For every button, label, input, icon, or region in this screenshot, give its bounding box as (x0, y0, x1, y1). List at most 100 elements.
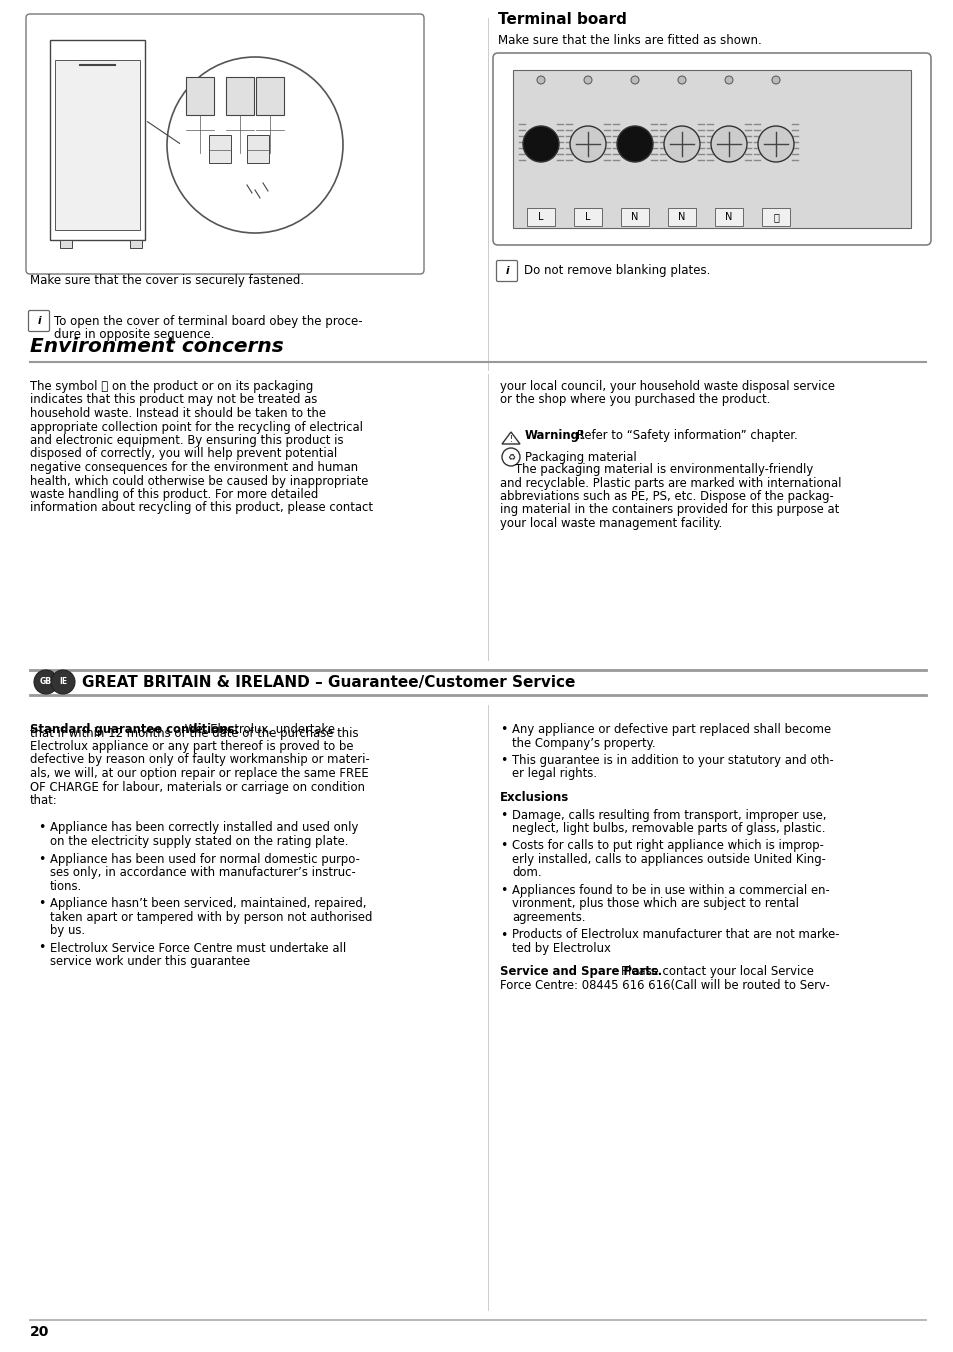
Text: Electrolux Service Force Centre must undertake all: Electrolux Service Force Centre must und… (50, 941, 346, 955)
Text: Appliance has been used for normal domestic purpo-: Appliance has been used for normal domes… (50, 853, 359, 865)
Bar (255, 77, 284, 115)
Text: dure in opposite sequence.: dure in opposite sequence. (54, 329, 214, 341)
Text: Terminal board: Terminal board (497, 12, 626, 27)
Text: and electronic equipment. By ensuring this product is: and electronic equipment. By ensuring th… (30, 434, 343, 448)
Bar (50, 41, 145, 241)
Circle shape (51, 671, 75, 694)
Bar (761, 208, 789, 226)
Text: Standard guarantee conditions:: Standard guarantee conditions: (30, 723, 238, 735)
Text: •: • (38, 941, 46, 955)
Text: household waste. Instead it should be taken to the: household waste. Instead it should be ta… (30, 407, 326, 420)
Text: Appliance hasn’t been serviced, maintained, repaired,: Appliance hasn’t been serviced, maintain… (50, 896, 366, 910)
Text: or the shop where you purchased the product.: or the shop where you purchased the prod… (499, 393, 770, 407)
Circle shape (569, 126, 605, 162)
Text: service work under this guarantee: service work under this guarantee (50, 955, 250, 968)
Circle shape (167, 57, 343, 233)
Text: N: N (631, 212, 638, 222)
FancyBboxPatch shape (493, 53, 930, 245)
Text: The symbol ⓗ on the product or on its packaging: The symbol ⓗ on the product or on its pa… (30, 380, 313, 393)
Text: and recyclable. Plastic parts are marked with international: and recyclable. Plastic parts are marked… (499, 476, 841, 489)
Text: N: N (724, 212, 732, 222)
Text: i: i (505, 266, 508, 276)
Text: ♻: ♻ (506, 453, 515, 461)
Text: To open the cover of terminal board obey the proce-: To open the cover of terminal board obey… (54, 315, 362, 329)
Circle shape (710, 126, 746, 162)
Text: GB: GB (40, 677, 52, 687)
Text: information about recycling of this product, please contact: information about recycling of this prod… (30, 502, 373, 515)
Text: Environment concerns: Environment concerns (30, 337, 283, 356)
Bar (574, 208, 601, 226)
Text: The packaging material is environmentally-friendly: The packaging material is environmentall… (499, 462, 812, 476)
Text: •: • (38, 853, 46, 865)
Bar (209, 135, 231, 164)
Text: that:: that: (30, 794, 58, 807)
Bar (513, 70, 910, 228)
Text: Damage, calls resulting from transport, improper use,: Damage, calls resulting from transport, … (512, 808, 825, 822)
Bar (130, 241, 142, 247)
Text: dom.: dom. (512, 867, 541, 880)
Text: Force Centre: 08445 616 616(Call will be routed to Serv-: Force Centre: 08445 616 616(Call will be… (499, 979, 829, 992)
Text: ⏚: ⏚ (772, 212, 778, 222)
Circle shape (537, 76, 544, 84)
Text: ses only, in accordance with manufacturer’s instruc-: ses only, in accordance with manufacture… (50, 867, 355, 879)
Text: Electrolux appliance or any part thereof is proved to be: Electrolux appliance or any part thereof… (30, 740, 354, 753)
Text: Do not remove blanking plates.: Do not remove blanking plates. (523, 264, 710, 277)
Text: als, we will, at our option repair or replace the same FREE: als, we will, at our option repair or re… (30, 767, 368, 780)
Text: !: ! (509, 434, 512, 443)
Text: i: i (37, 316, 41, 326)
Bar (55, 59, 140, 230)
Text: your local waste management facility.: your local waste management facility. (499, 516, 721, 530)
Bar (620, 208, 648, 226)
Text: Warning!: Warning! (524, 429, 585, 442)
Polygon shape (501, 433, 519, 443)
Bar (714, 208, 742, 226)
Bar (526, 208, 555, 226)
Text: Packaging material: Packaging material (524, 450, 636, 464)
Text: by us.: by us. (50, 923, 85, 937)
Circle shape (501, 448, 519, 466)
Text: taken apart or tampered with by person not authorised: taken apart or tampered with by person n… (50, 910, 372, 923)
Text: •: • (38, 896, 46, 910)
Text: erly installed, calls to appliances outside United King-: erly installed, calls to appliances outs… (512, 853, 825, 867)
Text: Make sure that the links are fitted as shown.: Make sure that the links are fitted as s… (497, 34, 760, 47)
Text: defective by reason only of faulty workmanship or materi-: defective by reason only of faulty workm… (30, 753, 370, 767)
Circle shape (678, 76, 685, 84)
Text: negative consequences for the environment and human: negative consequences for the environmen… (30, 461, 357, 475)
Text: health, which could otherwise be caused by inappropriate: health, which could otherwise be caused … (30, 475, 368, 488)
Bar (186, 77, 213, 115)
Text: neglect, light bulbs, removable parts of glass, plastic.: neglect, light bulbs, removable parts of… (512, 822, 824, 836)
Text: •: • (499, 929, 507, 941)
Circle shape (771, 76, 780, 84)
Text: the Company’s property.: the Company’s property. (512, 737, 655, 749)
Text: 20: 20 (30, 1325, 50, 1338)
Text: Any appliance or defective part replaced shall become: Any appliance or defective part replaced… (512, 723, 830, 735)
Circle shape (724, 76, 732, 84)
Text: vironment, plus those which are subject to rental: vironment, plus those which are subject … (512, 898, 799, 910)
Text: •: • (499, 723, 507, 735)
Text: •: • (499, 884, 507, 896)
Text: Exclusions: Exclusions (499, 791, 569, 804)
Bar (60, 241, 71, 247)
Text: L: L (537, 212, 543, 222)
Bar (226, 77, 253, 115)
Text: Make sure that the cover is securely fastened.: Make sure that the cover is securely fas… (30, 274, 304, 287)
Text: indicates that this product may not be treated as: indicates that this product may not be t… (30, 393, 317, 407)
Text: that if within 12 months of the date of the purchase this: that if within 12 months of the date of … (30, 726, 358, 740)
Text: IE: IE (59, 677, 67, 687)
Circle shape (34, 671, 58, 694)
Text: Products of Electrolux manufacturer that are not marke-: Products of Electrolux manufacturer that… (512, 929, 839, 941)
Circle shape (522, 126, 558, 162)
Text: appropriate collection point for the recycling of electrical: appropriate collection point for the rec… (30, 420, 363, 434)
Text: er legal rights.: er legal rights. (512, 768, 597, 780)
Text: disposed of correctly, you will help prevent potential: disposed of correctly, you will help pre… (30, 448, 337, 461)
Text: L: L (584, 212, 590, 222)
Text: Refer to “Safety information” chapter.: Refer to “Safety information” chapter. (573, 429, 797, 442)
Text: This guarantee is in addition to your statutory and oth-: This guarantee is in addition to your st… (512, 754, 833, 767)
FancyBboxPatch shape (496, 261, 517, 281)
Text: ted by Electrolux: ted by Electrolux (512, 942, 610, 955)
Text: your local council, your household waste disposal service: your local council, your household waste… (499, 380, 834, 393)
Text: Appliance has been correctly installed and used only: Appliance has been correctly installed a… (50, 822, 358, 834)
Circle shape (617, 126, 652, 162)
Text: agreements.: agreements. (512, 911, 585, 923)
Text: waste handling of this product. For more detailed: waste handling of this product. For more… (30, 488, 318, 502)
